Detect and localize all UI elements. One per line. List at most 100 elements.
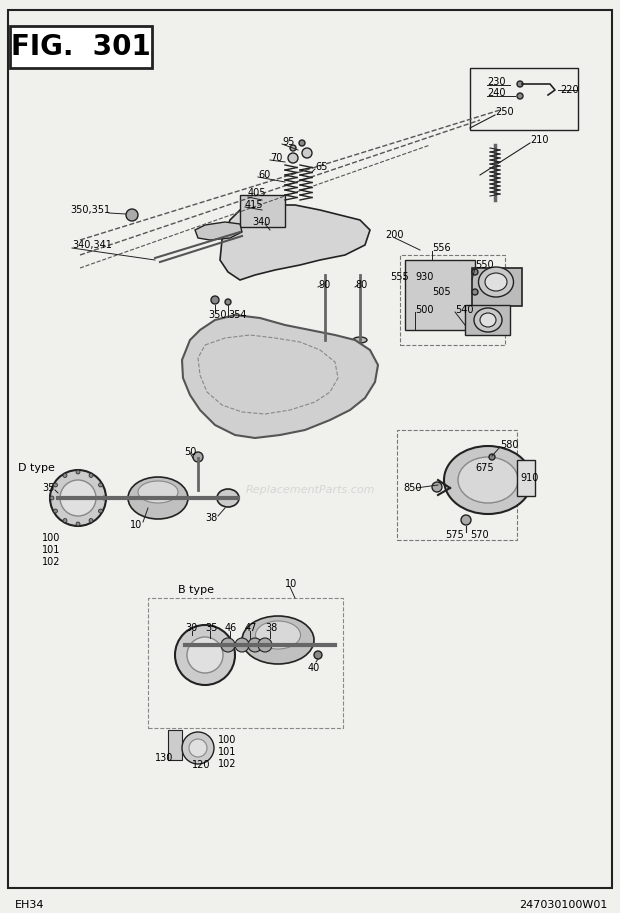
Bar bbox=[400, 255, 505, 345]
Ellipse shape bbox=[255, 621, 301, 649]
Bar bbox=[465, 305, 510, 335]
Text: 550: 550 bbox=[475, 260, 494, 270]
Circle shape bbox=[63, 474, 67, 477]
Text: 220: 220 bbox=[560, 85, 578, 95]
Circle shape bbox=[299, 140, 305, 146]
Ellipse shape bbox=[474, 308, 502, 332]
Circle shape bbox=[517, 93, 523, 99]
Circle shape bbox=[99, 509, 102, 513]
Bar bbox=[148, 598, 343, 728]
Text: 415: 415 bbox=[245, 200, 264, 210]
Text: 46: 46 bbox=[225, 623, 237, 633]
Text: 130: 130 bbox=[155, 753, 174, 763]
Polygon shape bbox=[195, 222, 242, 240]
Text: 354: 354 bbox=[228, 310, 247, 320]
Circle shape bbox=[126, 209, 138, 221]
Ellipse shape bbox=[479, 267, 513, 297]
Ellipse shape bbox=[353, 337, 367, 343]
Bar bbox=[10, 26, 152, 68]
Text: 100: 100 bbox=[42, 533, 60, 543]
Text: 850: 850 bbox=[403, 483, 422, 493]
Text: 350,351: 350,351 bbox=[70, 205, 110, 215]
Text: D type: D type bbox=[18, 463, 55, 473]
Bar bbox=[240, 195, 285, 227]
Circle shape bbox=[182, 732, 214, 764]
Text: 250: 250 bbox=[495, 107, 513, 117]
Circle shape bbox=[53, 509, 58, 513]
Circle shape bbox=[187, 637, 223, 673]
Text: 230: 230 bbox=[487, 77, 505, 87]
Circle shape bbox=[290, 145, 296, 151]
Text: 340: 340 bbox=[252, 217, 270, 227]
Circle shape bbox=[225, 299, 231, 305]
Text: 350: 350 bbox=[208, 310, 226, 320]
Circle shape bbox=[472, 269, 478, 275]
Text: 540: 540 bbox=[455, 305, 474, 315]
Circle shape bbox=[517, 81, 523, 87]
Circle shape bbox=[248, 638, 262, 652]
Text: 10: 10 bbox=[130, 520, 142, 530]
Circle shape bbox=[99, 483, 102, 487]
Bar bbox=[470, 68, 578, 130]
Text: 80: 80 bbox=[355, 280, 367, 290]
Ellipse shape bbox=[485, 273, 507, 291]
Text: 101: 101 bbox=[218, 747, 236, 757]
Text: B type: B type bbox=[178, 585, 214, 595]
Circle shape bbox=[489, 454, 495, 460]
Text: 405: 405 bbox=[248, 188, 267, 198]
Circle shape bbox=[258, 638, 272, 652]
Text: FIG.  301: FIG. 301 bbox=[11, 33, 151, 61]
Text: 35: 35 bbox=[42, 483, 55, 493]
Text: 90: 90 bbox=[318, 280, 330, 290]
Ellipse shape bbox=[217, 489, 239, 507]
Text: 38: 38 bbox=[205, 513, 217, 523]
Text: 40: 40 bbox=[308, 663, 321, 673]
Ellipse shape bbox=[318, 337, 332, 343]
Circle shape bbox=[288, 153, 298, 163]
Circle shape bbox=[193, 452, 203, 462]
Text: 100: 100 bbox=[218, 735, 236, 745]
Circle shape bbox=[53, 483, 58, 487]
Circle shape bbox=[89, 519, 93, 522]
Text: 575: 575 bbox=[445, 530, 464, 540]
Text: 65: 65 bbox=[315, 162, 327, 172]
Text: 556: 556 bbox=[432, 243, 451, 253]
Bar bbox=[472, 268, 522, 306]
Bar bbox=[517, 460, 535, 496]
Text: 580: 580 bbox=[500, 440, 518, 450]
Bar bbox=[168, 730, 182, 760]
Text: 120: 120 bbox=[192, 760, 211, 770]
Text: 30: 30 bbox=[185, 623, 197, 633]
Circle shape bbox=[314, 651, 322, 659]
Polygon shape bbox=[182, 315, 378, 438]
Text: 910: 910 bbox=[520, 473, 538, 483]
Circle shape bbox=[76, 522, 80, 526]
Circle shape bbox=[211, 296, 219, 304]
Text: ReplacementParts.com: ReplacementParts.com bbox=[246, 485, 374, 495]
Circle shape bbox=[235, 638, 249, 652]
Text: 50: 50 bbox=[184, 447, 197, 457]
Text: 500: 500 bbox=[415, 305, 433, 315]
Text: 247030100W01: 247030100W01 bbox=[520, 900, 608, 910]
Bar bbox=[405, 260, 475, 330]
Text: EH34: EH34 bbox=[15, 900, 45, 910]
Text: 101: 101 bbox=[42, 545, 60, 555]
Text: 210: 210 bbox=[530, 135, 549, 145]
Ellipse shape bbox=[480, 313, 496, 327]
Circle shape bbox=[63, 519, 67, 522]
Bar bbox=[397, 430, 517, 540]
Text: 47: 47 bbox=[245, 623, 257, 633]
Circle shape bbox=[221, 638, 235, 652]
Text: 930: 930 bbox=[415, 272, 433, 282]
Text: 10: 10 bbox=[285, 579, 297, 589]
Text: 505: 505 bbox=[432, 287, 451, 297]
Text: 555: 555 bbox=[390, 272, 409, 282]
Circle shape bbox=[50, 496, 54, 500]
Circle shape bbox=[302, 148, 312, 158]
Circle shape bbox=[76, 470, 80, 474]
Text: 675: 675 bbox=[475, 463, 494, 473]
Ellipse shape bbox=[242, 616, 314, 664]
Text: 102: 102 bbox=[42, 557, 61, 567]
Text: 95: 95 bbox=[282, 137, 294, 147]
Text: 35: 35 bbox=[205, 623, 218, 633]
